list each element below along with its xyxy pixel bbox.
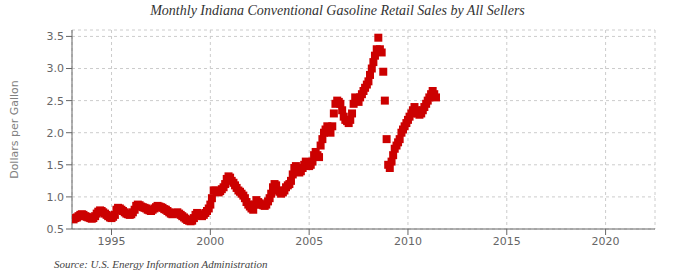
svg-text:1995: 1995 <box>98 235 126 248</box>
svg-text:2015: 2015 <box>493 235 521 248</box>
svg-text:2020: 2020 <box>592 235 620 248</box>
svg-text:1.5: 1.5 <box>47 159 65 172</box>
svg-text:Dollars per Gallon: Dollars per Gallon <box>8 80 21 179</box>
svg-text:0.5: 0.5 <box>47 223 65 236</box>
html-text:Monthly Indiana Conventional G: Monthly Indiana Conventional Gasoline Re… <box>150 3 525 18</box>
svg-text:3.0: 3.0 <box>47 62 65 75</box>
svg-text:2.5: 2.5 <box>47 95 65 108</box>
svg-text:2010: 2010 <box>394 235 422 248</box>
svg-text:3.5: 3.5 <box>47 30 65 43</box>
svg-text:2000: 2000 <box>196 235 224 248</box>
svg-text:2.0: 2.0 <box>47 127 65 140</box>
svg-text:2005: 2005 <box>295 235 323 248</box>
html-text:Source: U.S. Energy Informatio: Source: U.S. Energy Information Administ… <box>54 258 268 270</box>
svg-text:1.0: 1.0 <box>47 191 65 204</box>
